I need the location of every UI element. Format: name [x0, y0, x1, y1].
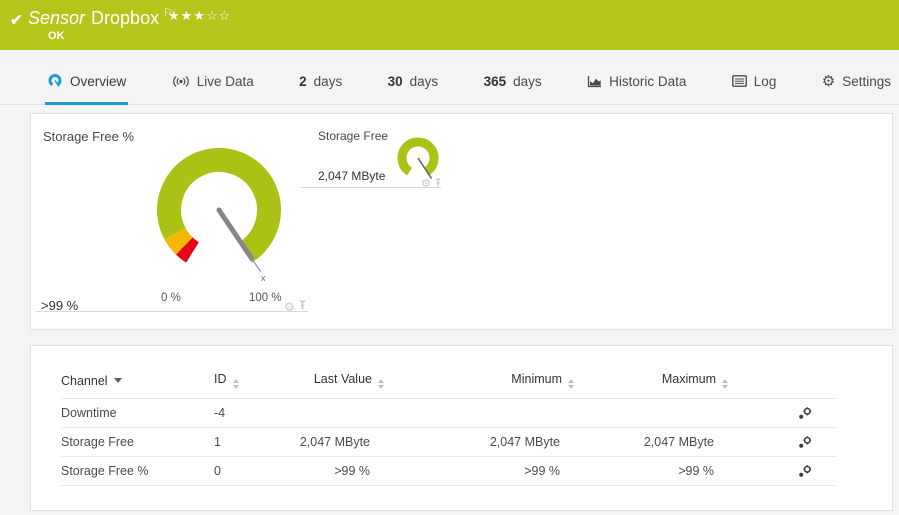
column-header-minimum[interactable]: Minimum [384, 366, 574, 399]
secondary-gauge-value: 2,047 MByte [318, 169, 386, 183]
tab-365-days-label: days [513, 73, 542, 89]
tab-365-days[interactable]: 365 days [482, 60, 544, 105]
tab-2-days-label: days [313, 73, 343, 89]
channel-last-value: >99 % [299, 456, 384, 486]
tab-30-days[interactable]: 30 days [386, 60, 441, 105]
sort-both-icon [568, 379, 574, 389]
sensor-title-bar: ✔ Sensor Dropbox ⚐ ★★★☆☆ OK [0, 0, 899, 50]
sensor-name: Dropbox [91, 8, 160, 28]
channel-table: Channel ID Last Value Minimum Maximum [61, 366, 836, 486]
gauge-settings-gear-icon[interactable]: ⚙ [421, 177, 431, 190]
column-header-last-value[interactable]: Last Value [299, 366, 384, 399]
log-list-icon [731, 75, 747, 87]
sort-both-icon [722, 379, 728, 389]
gauge-pin-icon[interactable] [298, 298, 307, 316]
sensor-kind-label: Sensor [28, 8, 86, 28]
channels-panel: Channel ID Last Value Minimum Maximum [30, 345, 893, 511]
broadcast-icon [172, 75, 190, 88]
column-header-last-value-label: Last Value [313, 372, 372, 386]
column-header-minimum-label: Minimum [511, 372, 562, 386]
tab-live-data-label: Live Data [196, 73, 254, 89]
column-header-id[interactable]: ID [214, 366, 299, 399]
gauge-settings-gear-icon[interactable]: ⚙ [284, 300, 295, 314]
secondary-gauge-tools: ⚙ [421, 175, 442, 193]
tab-log-label: Log [753, 73, 777, 89]
channel-last-value [299, 398, 384, 428]
page-title: Sensor Dropbox ⚐ [28, 6, 173, 29]
tab-overview[interactable]: Overview [45, 60, 129, 105]
channel-minimum: 2,047 MByte [384, 427, 574, 457]
table-row-storage-free: Storage Free 1 2,047 MByte 2,047 MByte 2… [61, 427, 836, 457]
gauge-icon [47, 73, 63, 89]
column-header-channel-label: Channel [61, 373, 108, 388]
column-header-actions [728, 366, 836, 399]
secondary-gauge-divider [301, 187, 441, 188]
tab-2-days[interactable]: 2 days [297, 60, 344, 105]
tab-settings[interactable]: ⚙ Settings [820, 60, 893, 105]
channel-id: 1 [214, 427, 299, 457]
tab-live-data[interactable]: Live Data [170, 60, 256, 105]
channel-minimum: >99 % [384, 456, 574, 486]
primary-gauge[interactable]: x [139, 132, 299, 292]
primary-gauge-divider [36, 311, 308, 312]
channel-settings-button[interactable] [728, 398, 836, 428]
channel-name[interactable]: Downtime [61, 398, 214, 428]
tab-log[interactable]: Log [730, 60, 779, 105]
sort-both-icon [378, 379, 384, 389]
primary-gauge-title: Storage Free % [43, 129, 135, 144]
area-chart-icon [587, 75, 602, 88]
channel-last-value: 2,047 MByte [299, 427, 384, 457]
primary-gauge-max-label: 100 % [249, 292, 282, 304]
gauge-pin-icon[interactable] [434, 175, 442, 193]
channel-id: 0 [214, 456, 299, 486]
tab-bar: Overview Live Data 2 days 30 days 365 da… [0, 60, 899, 105]
secondary-gauge-title: Storage Free [318, 129, 389, 143]
tab-365-days-number: 365 [483, 73, 507, 89]
channel-settings-button[interactable] [728, 456, 836, 486]
channel-id: -4 [214, 398, 299, 428]
tab-30-days-label: days [409, 73, 439, 89]
column-header-maximum-label: Maximum [661, 372, 716, 386]
gauges-panel: Storage Free % x 0 % 100 % >99 % ⚙ Stora… [30, 113, 893, 330]
tab-settings-label: Settings [842, 73, 891, 89]
channel-settings-gears-icon [799, 406, 812, 419]
channel-minimum [384, 398, 574, 428]
tab-historic-data-label: Historic Data [609, 73, 687, 89]
secondary-gauge[interactable] [393, 134, 443, 184]
channel-settings-gears-icon [799, 435, 812, 448]
channel-maximum [574, 398, 728, 428]
tab-2-days-number: 2 [299, 73, 307, 89]
status-ok-check-icon: ✔ [10, 12, 23, 29]
channel-settings-gears-icon [799, 464, 812, 477]
sensor-status-badge: OK [48, 30, 65, 42]
channel-name[interactable]: Storage Free % [61, 456, 214, 486]
channel-name[interactable]: Storage Free [61, 427, 214, 457]
needle-marker: x [261, 273, 266, 283]
column-header-id-label: ID [214, 372, 227, 386]
primary-gauge-min-label: 0 % [161, 292, 181, 304]
channel-maximum: >99 % [574, 456, 728, 486]
table-row-downtime: Downtime -4 [61, 398, 836, 428]
primary-gauge-tools: ⚙ [284, 298, 307, 316]
gauge-needle [417, 157, 433, 179]
sort-both-icon [232, 379, 239, 389]
primary-gauge-value: >99 % [41, 298, 79, 313]
table-row-storage-free-pct: Storage Free % 0 >99 % >99 % >99 % [61, 456, 836, 486]
column-header-maximum[interactable]: Maximum [574, 366, 728, 399]
channel-maximum: 2,047 MByte [574, 427, 728, 457]
tab-historic-data[interactable]: Historic Data [585, 60, 688, 105]
priority-stars[interactable]: ★★★☆☆ [168, 8, 232, 23]
column-header-channel[interactable]: Channel [61, 366, 214, 399]
priority-flag-icon[interactable]: ⚐ [163, 7, 173, 19]
gauge-needle [216, 207, 255, 262]
channel-settings-button[interactable] [728, 427, 836, 457]
sort-descending-icon [113, 377, 122, 383]
tab-30-days-number: 30 [387, 73, 403, 89]
tab-overview-label: Overview [70, 73, 127, 89]
gear-icon: ⚙ [821, 72, 836, 90]
table-header-row: Channel ID Last Value Minimum Maximum [61, 366, 836, 399]
